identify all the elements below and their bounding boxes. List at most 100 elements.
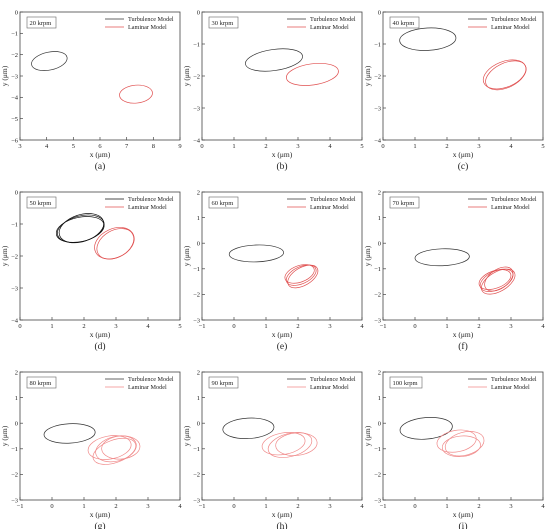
- y-tick-label: −3: [374, 317, 381, 324]
- plot-frame: [201, 191, 363, 321]
- orbit-ellipse: [284, 264, 315, 284]
- speed-box: [389, 16, 420, 29]
- x-tick-label: 1: [445, 323, 448, 330]
- legend-entry: Turbulence Model: [310, 16, 356, 23]
- x-tick-label: 0: [50, 503, 53, 510]
- x-tick-label: −1: [199, 323, 206, 330]
- orbit-ellipse: [441, 435, 481, 457]
- legend-entry: Turbulence Model: [128, 16, 174, 23]
- orbit-ellipse: [87, 435, 132, 460]
- y-axis-label: y (μm): [0, 65, 9, 86]
- y-tick-label: −3: [11, 73, 18, 80]
- y-tick-label: −1: [374, 446, 381, 453]
- panel-letter: (f): [458, 341, 468, 352]
- x-axis-label: x (μm): [453, 510, 474, 519]
- y-tick-label: −6: [11, 137, 19, 144]
- speed-box: [208, 16, 239, 29]
- y-tick-label: 0: [197, 241, 200, 248]
- series-laminar-model: [119, 84, 153, 104]
- orbit-ellipse: [286, 62, 339, 86]
- plot-frame: [201, 371, 363, 501]
- x-tick-label: 3: [296, 143, 299, 150]
- speed-label: 90 krpm: [212, 380, 234, 387]
- orbit-ellipse: [275, 432, 318, 456]
- panel-letter: (i): [459, 521, 468, 529]
- y-axis-label: y (μm): [0, 245, 9, 266]
- y-tick-label: −4: [11, 95, 19, 102]
- x-tick-label: 3: [328, 503, 331, 510]
- orbit-ellipse: [95, 435, 137, 463]
- orbit-ellipse: [399, 417, 453, 440]
- y-tick-label: 0: [378, 421, 381, 428]
- speed-box: [208, 196, 239, 209]
- y-tick-label: −2: [193, 472, 200, 479]
- subplot-b: 0 1 2 3 4 5 0 −1 −2 −3 −4 x (μm) y (μm) (b) 30 krpm Tur…: [182, 9, 364, 172]
- y-axis-label: y (μm): [363, 425, 372, 446]
- x-tick-label: 7: [125, 143, 129, 150]
- x-tick-label: 0: [413, 323, 416, 330]
- series-laminar-model: [261, 432, 318, 458]
- x-axis-label: x (μm): [90, 510, 111, 519]
- orbit-ellipse: [58, 213, 105, 244]
- y-tick-label: 2: [15, 369, 18, 376]
- subplot-d: 0 1 2 3 4 5 0 −1 −2 −3 −4 x (μm) y (μm) (d) 50 krpm Tur…: [0, 189, 182, 352]
- y-tick-label: −2: [374, 472, 381, 479]
- x-tick-label: 4: [360, 323, 364, 330]
- y-tick-label: −1: [374, 266, 381, 273]
- y-tick-label: −1: [193, 266, 200, 273]
- series-turbulence-model: [399, 27, 457, 51]
- orbit-ellipse: [485, 60, 527, 91]
- y-tick-label: −3: [374, 497, 381, 504]
- x-tick-label: 4: [509, 143, 513, 150]
- orbit-ellipse: [101, 435, 141, 460]
- y-tick-label: 0: [197, 421, 200, 428]
- series-turbulence-model: [414, 248, 470, 267]
- x-tick-label: 1: [413, 143, 416, 150]
- speed-label: 80 krpm: [30, 380, 52, 387]
- speed-box: [26, 376, 57, 389]
- plot-frame: [382, 191, 544, 321]
- panel-letter: (a): [95, 161, 106, 172]
- x-tick-label: 2: [82, 323, 85, 330]
- x-tick-label: 4: [178, 503, 182, 510]
- orbit-ellipse: [484, 266, 514, 292]
- speed-box: [26, 196, 57, 209]
- y-tick-label: −2: [374, 292, 381, 299]
- legend-entry: Laminar Model: [128, 204, 167, 211]
- y-tick-label: 0: [378, 9, 381, 16]
- series-laminar-model: [436, 429, 485, 457]
- x-tick-label: 0: [413, 503, 416, 510]
- legend-entry: Turbulence Model: [491, 196, 537, 203]
- x-tick-label: 6: [98, 143, 102, 150]
- subplot-e: −1 0 1 2 3 4 2 1 0 −1 −2 −3 x (μm) y (μm) (e) 60 krpm Tu…: [182, 189, 364, 352]
- y-tick-label: 1: [378, 215, 381, 222]
- y-tick-label: −2: [11, 472, 18, 479]
- y-tick-label: 0: [15, 189, 18, 196]
- series-laminar-model: [94, 227, 135, 260]
- orbit-ellipse: [414, 248, 470, 267]
- orbit-ellipse: [267, 432, 313, 458]
- y-tick-label: 0: [15, 9, 18, 16]
- x-tick-label: 2: [264, 143, 267, 150]
- x-tick-label: 0: [232, 503, 235, 510]
- y-tick-label: −3: [193, 497, 200, 504]
- x-axis-label: x (μm): [453, 330, 474, 339]
- x-tick-label: 2: [296, 503, 299, 510]
- series-laminar-model: [482, 59, 527, 91]
- panel-letter: (e): [277, 341, 288, 352]
- x-tick-label: 1: [232, 143, 235, 150]
- x-tick-label: 5: [72, 143, 75, 150]
- orbit-ellipse: [228, 244, 284, 263]
- x-tick-label: −1: [380, 503, 387, 510]
- y-tick-label: −4: [374, 137, 382, 144]
- x-tick-label: 2: [477, 503, 480, 510]
- x-tick-label: 4: [146, 323, 150, 330]
- orbit-ellipse: [245, 48, 303, 72]
- orbit-ellipse: [222, 417, 275, 439]
- orbit-ellipse: [478, 269, 512, 290]
- y-tick-label: −3: [11, 497, 18, 504]
- x-tick-label: 9: [178, 143, 181, 150]
- y-tick-label: −1: [11, 446, 18, 453]
- speed-label: 20 krpm: [30, 20, 52, 27]
- y-tick-label: 2: [378, 369, 381, 376]
